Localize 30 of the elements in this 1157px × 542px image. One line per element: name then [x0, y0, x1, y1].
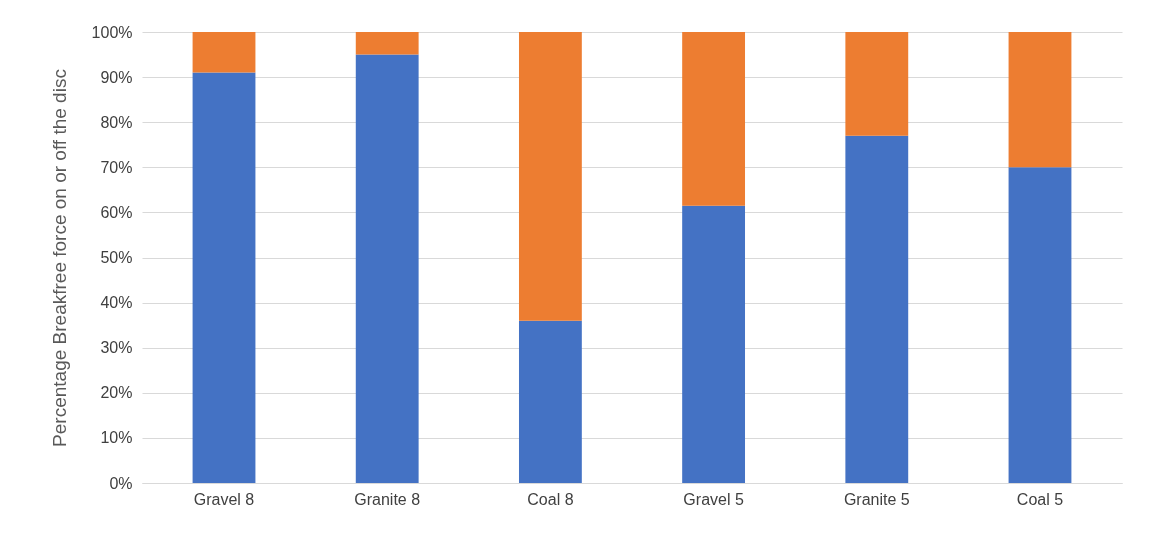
y-axis-title: Percentage Breakfree force on or off the disc [48, 69, 70, 447]
y-tick-label: 90% [100, 68, 133, 86]
y-tick-label: 30% [100, 339, 133, 357]
bar [518, 32, 582, 321]
bar [355, 54, 419, 483]
x-tick-label: Gravel 5 [683, 490, 744, 508]
bar [682, 205, 746, 483]
y-tick-label: 80% [100, 113, 133, 131]
x-tick-label: Gravel 8 [193, 490, 255, 508]
bar [1008, 167, 1072, 483]
y-tick-label: 10% [100, 429, 133, 447]
y-tick-label: 100% [91, 23, 133, 41]
x-tick-label: Granite 8 [354, 490, 421, 508]
y-tick-label: 40% [100, 294, 133, 312]
x-tick-label: Granite 5 [843, 490, 910, 508]
bar [192, 32, 256, 73]
y-tick-label: 0% [109, 474, 133, 492]
bar [192, 72, 256, 483]
bar [1008, 32, 1072, 168]
x-tick-label: Coal 5 [1016, 490, 1064, 508]
x-tick-label: Coal 8 [527, 490, 574, 508]
y-tick-label: 20% [100, 384, 133, 402]
bar [355, 32, 419, 55]
y-tick-label: 70% [100, 158, 133, 176]
bar [845, 32, 909, 136]
y-tick-label: 50% [100, 249, 133, 266]
bar [845, 135, 909, 483]
y-tick-label: 60% [100, 203, 133, 221]
bar [518, 320, 582, 483]
bar [682, 32, 746, 206]
